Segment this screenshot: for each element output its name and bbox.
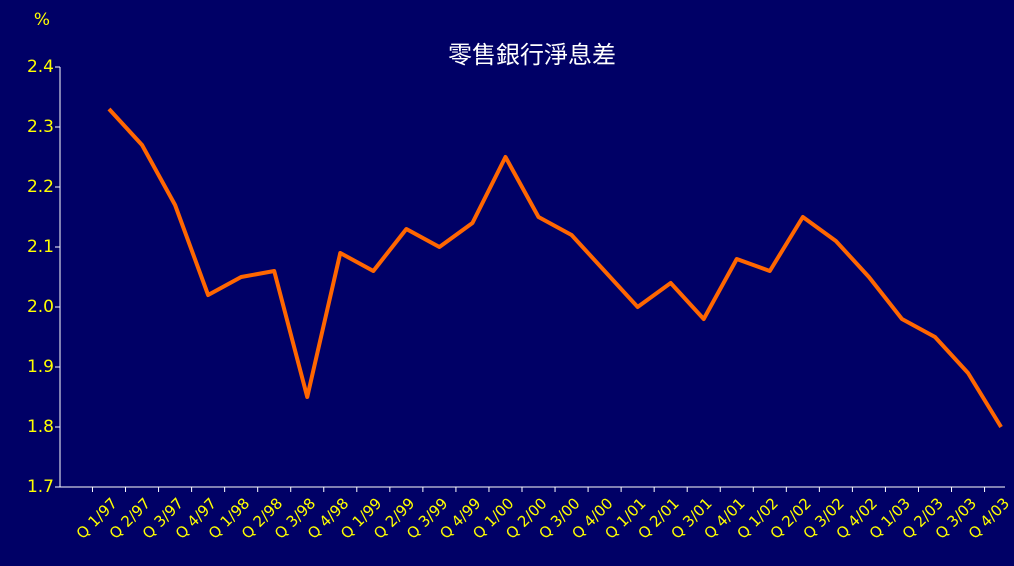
y-axis-label: % <box>34 10 50 30</box>
y-tick-label: 1.7 <box>27 477 54 497</box>
y-tick-label: 1.8 <box>27 417 54 437</box>
data-line <box>107 107 1003 429</box>
y-tick-label: 2.2 <box>27 177 54 197</box>
chart-title: 零售銀行淨息差 <box>448 41 616 69</box>
y-tick-label: 2.1 <box>27 237 54 257</box>
y-tick-label: 2.3 <box>27 117 54 137</box>
y-tick-label: 1.9 <box>27 357 54 377</box>
y-tick-label: 2.4 <box>27 57 54 77</box>
y-tick-label: 2.0 <box>27 297 54 317</box>
